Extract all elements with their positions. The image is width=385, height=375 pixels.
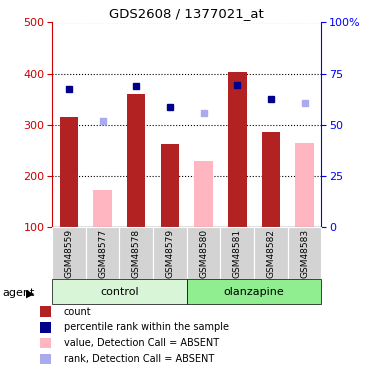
Bar (85, 227, 119, 279)
Bar (52, 227, 85, 279)
Text: GSM48583: GSM48583 (300, 228, 309, 278)
Text: count: count (64, 307, 91, 316)
Text: rank, Detection Call = ABSENT: rank, Detection Call = ABSENT (64, 354, 214, 364)
Bar (52, 279, 187, 304)
Bar (254, 227, 288, 279)
Title: GDS2608 / 1377021_at: GDS2608 / 1377021_at (109, 7, 264, 20)
Text: GSM48580: GSM48580 (199, 228, 208, 278)
Text: GSM48578: GSM48578 (132, 228, 141, 278)
Bar (220, 227, 254, 279)
Bar (93, 190, 112, 227)
Bar (187, 227, 220, 279)
Text: percentile rank within the sample: percentile rank within the sample (64, 322, 229, 332)
Bar (127, 94, 146, 227)
Text: GSM48559: GSM48559 (64, 228, 73, 278)
Bar (262, 132, 280, 227)
Bar (153, 227, 187, 279)
Bar (119, 227, 153, 279)
Bar (228, 72, 246, 227)
Text: olanzapine: olanzapine (224, 286, 285, 297)
Text: control: control (100, 286, 139, 297)
Text: agent: agent (2, 288, 34, 298)
Bar (295, 142, 314, 227)
Bar (187, 279, 321, 304)
Text: GSM48577: GSM48577 (98, 228, 107, 278)
Text: GSM48582: GSM48582 (266, 229, 275, 278)
Text: GSM48579: GSM48579 (166, 228, 174, 278)
Bar (60, 117, 78, 227)
Text: ▶: ▶ (26, 288, 35, 298)
Bar (194, 162, 213, 227)
Bar (288, 227, 321, 279)
Bar (161, 144, 179, 227)
Text: value, Detection Call = ABSENT: value, Detection Call = ABSENT (64, 338, 219, 348)
Text: GSM48581: GSM48581 (233, 228, 242, 278)
